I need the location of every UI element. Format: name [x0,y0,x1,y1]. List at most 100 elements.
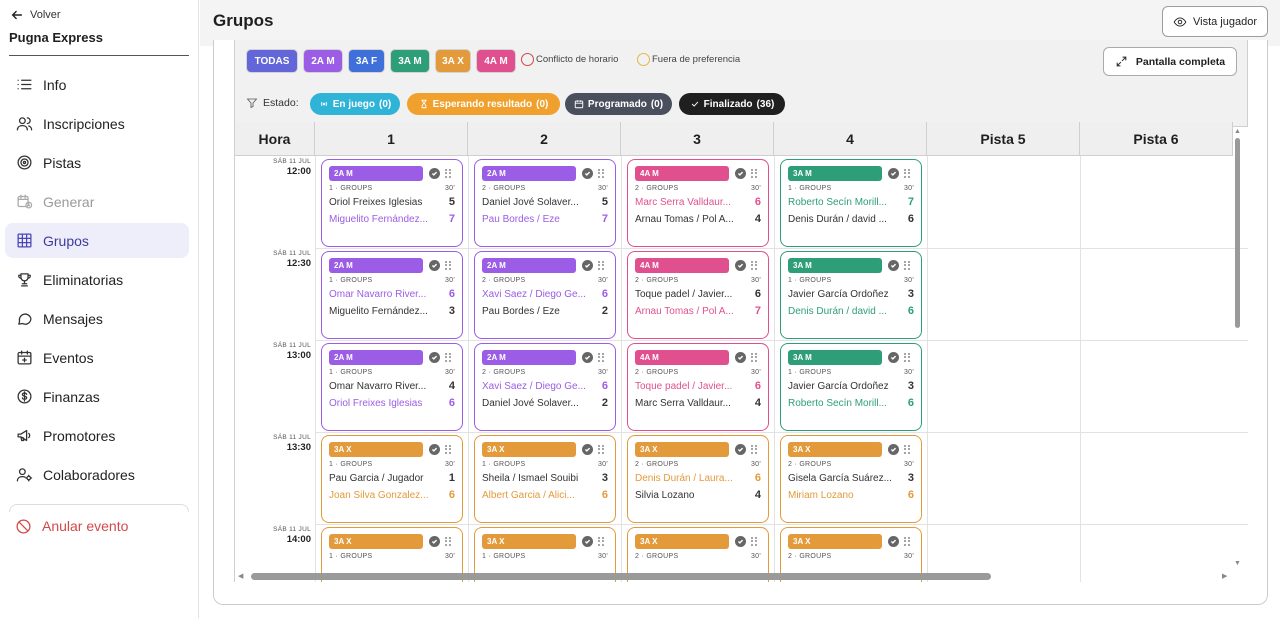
match-card[interactable]: 2A M 1 · GROUPS 30' Omar Navarro River... 6 M… [321,251,463,339]
player-view-button[interactable]: Vista jugador [1161,6,1268,37]
drag-handle-icon[interactable] [904,260,911,271]
team-name: Gisela García Suárez... [788,472,892,484]
drag-handle-icon[interactable] [751,260,758,271]
horizontal-scrollbar[interactable]: ◀ ▶ [236,570,1236,582]
team-score: 3 [907,472,914,484]
status-filter-count: (36) [756,98,775,110]
match-card[interactable]: 2A M 2 · GROUPS 30' Xavi Saez / Diego Ge...… [474,251,616,339]
drag-handle-icon[interactable] [598,444,605,455]
vertical-scrollbar[interactable]: ▲ ▼ [1232,128,1242,568]
match-card[interactable]: 3A X 1 · GROUPS 30' [474,527,616,582]
legend-preference-label: Fuera de preferencia [652,54,741,65]
check-icon [691,101,698,107]
chat-icon [15,310,33,328]
grid-column-divider [774,156,775,582]
team-name: Sheila / Ismael Souibi [482,472,579,484]
match-card[interactable]: 2A M 2 · GROUPS 30' Xavi Saez / Diego Ge...… [474,343,616,431]
drag-handle-icon[interactable] [445,444,452,455]
match-card[interactable]: 3A X 1 · GROUPS 30' Sheila / Ismael Souibi 3… [474,435,616,523]
drag-handle-icon[interactable] [751,352,758,363]
match-duration: 30' [750,277,761,284]
time-slot-label: SÁB 11 JUL 12:30 [265,250,311,269]
drag-handle-icon[interactable] [445,168,452,179]
drag-handle-icon[interactable] [598,168,605,179]
sidebar-nav: Info Inscripciones Pistas Generar Grupos Elim… [5,67,189,496]
court-header-1: 1 [315,122,468,156]
finished-check-icon [888,168,899,179]
sidebar-item-mensajes[interactable]: Mensajes [5,301,189,336]
team-score: 6 [907,489,914,501]
scroll-down-icon[interactable]: ▼ [1234,560,1241,567]
match-card[interactable]: 3A X 2 · GROUPS 30' Denis Durán / Laura... 6… [627,435,769,523]
match-card[interactable]: 4A M 2 · GROUPS 30' Marc Serra Valldaur... 6… [627,159,769,247]
drag-handle-icon[interactable] [598,260,605,271]
category-filter-4a-m[interactable]: 4A M [477,50,515,72]
category-badge: 4A M [635,350,729,365]
team-name: Silvia Lozano [635,489,695,501]
match-card[interactable]: 4A M 2 · GROUPS 30' Toque padel / Javier...… [627,251,769,339]
drag-handle-icon[interactable] [751,168,758,179]
match-card[interactable]: 2A M 2 · GROUPS 30' Daniel Jové Solaver... 5… [474,159,616,247]
fullscreen-button[interactable]: Pantalla completa [1103,47,1237,76]
match-card[interactable]: 3A X 1 · GROUPS 30' Pau Garcia / Jugador 1 Jo… [321,435,463,523]
sidebar-item-info[interactable]: Info [5,67,189,102]
team-name: Joan Silva Gonzalez... [329,489,429,501]
drag-handle-icon[interactable] [904,444,911,455]
sidebar-item-eliminatorias[interactable]: Eliminatorias [5,262,189,297]
sidebar-item-finanzas[interactable]: Finanzas [5,379,189,414]
hour-column-header: Hora [235,122,315,156]
sidebar-divider [9,55,189,56]
category-filter-3a-f[interactable]: 3A F [349,50,384,72]
cancel-event-button[interactable]: Anular evento [5,509,189,543]
sidebar-item-colaboradores[interactable]: Colaboradores [5,457,189,492]
status-filter-en-juego[interactable]: En juego (0) [310,93,400,115]
team-row: Denis Durán / david ... 6 [788,304,914,318]
category-filter-3a-m[interactable]: 3A M [391,50,429,72]
sidebar-item-promotores[interactable]: Promotores [5,418,189,453]
match-card[interactable]: 3A X 2 · GROUPS 30' [627,527,769,582]
drag-handle-icon[interactable] [598,352,605,363]
match-card[interactable]: 3A M 1 · GROUPS 30' Roberto Secín Morill...… [780,159,922,247]
sidebar-item-grupos[interactable]: Grupos [5,223,189,258]
scroll-up-icon[interactable]: ▲ [1234,128,1241,135]
status-filter-finalizado[interactable]: Finalizado (36) [679,93,785,115]
horizontal-scroll-thumb[interactable] [251,573,991,580]
category-filter-todas[interactable]: TODAS [247,50,297,72]
vertical-scroll-thumb[interactable] [1235,138,1240,328]
drag-handle-icon[interactable] [598,536,605,547]
match-card[interactable]: 2A M 1 · GROUPS 30' Oriol Freixes Iglesias 5… [321,159,463,247]
sidebar-item-eventos[interactable]: Eventos [5,340,189,375]
drag-handle-icon[interactable] [445,352,452,363]
drag-handle-icon[interactable] [751,536,758,547]
team-row: Joan Silva Gonzalez... 6 [329,488,455,502]
team-score: 3 [907,288,914,300]
category-filter-3a-x[interactable]: 3A X [436,50,470,72]
team-score: 6 [907,305,914,317]
scroll-right-icon[interactable]: ▶ [1222,573,1228,580]
drag-handle-icon[interactable] [445,260,452,271]
match-card[interactable]: 3A M 1 · GROUPS 30' Javier García Ordoñez 3 R… [780,343,922,431]
finished-check-icon [888,536,899,547]
status-filter-programado[interactable]: Programado (0) [565,93,672,115]
back-link[interactable]: Volver [10,8,61,22]
match-card[interactable]: 3A X 2 · GROUPS 30' Gisela García Suárez...… [780,435,922,523]
match-card[interactable]: 4A M 2 · GROUPS 30' Toque padel / Javier...… [627,343,769,431]
match-card[interactable]: 3A X 1 · GROUPS 30' [321,527,463,582]
drag-handle-icon[interactable] [904,352,911,363]
sidebar-item-label: Generar [43,193,95,210]
sidebar-item-pistas[interactable]: Pistas [5,145,189,180]
status-filter-esperando-resultado[interactable]: Esperando resultado (0) [407,93,560,115]
sidebar-item-inscripciones[interactable]: Inscripciones [5,106,189,141]
match-card[interactable]: 3A M 1 · GROUPS 30' Javier García Ordoñez 3 D… [780,251,922,339]
category-filter-2a-m[interactable]: 2A M [304,50,342,72]
drag-handle-icon[interactable] [751,444,758,455]
team-row: Roberto Secín Morill... 7 [788,195,914,209]
drag-handle-icon[interactable] [445,536,452,547]
category-badge: 3A M [788,166,882,181]
drag-handle-icon[interactable] [904,168,911,179]
match-card[interactable]: 3A X 2 · GROUPS 30' [780,527,922,582]
drag-handle-icon[interactable] [904,536,911,547]
scroll-left-icon[interactable]: ◀ [238,573,244,580]
finished-check-icon [888,444,899,455]
